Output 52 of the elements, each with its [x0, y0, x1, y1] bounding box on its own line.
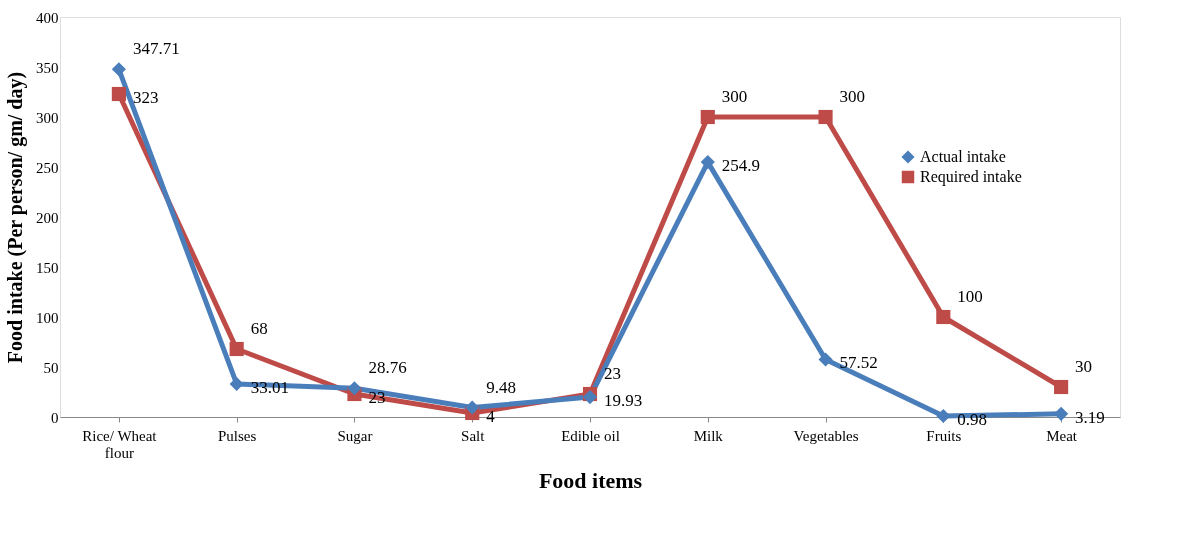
data-label: 9.48 [486, 377, 516, 397]
x-tick-label: Edible oil [561, 427, 620, 444]
data-label: 23 [604, 364, 621, 383]
point [1054, 379, 1069, 395]
point [111, 62, 126, 77]
data-label: 30 [1075, 357, 1093, 376]
point [229, 376, 244, 392]
point [818, 109, 833, 125]
point [700, 155, 715, 170]
data-label: 68 [250, 319, 268, 338]
point [111, 86, 126, 102]
legend-label: Actual intake [920, 148, 1006, 165]
point [229, 341, 244, 357]
data-label: 100 [957, 287, 983, 306]
point [700, 109, 715, 125]
data-label: 3.19 [1075, 407, 1105, 427]
y-tick-label: 300 [36, 109, 59, 126]
x-tick-label: Fruits [926, 427, 962, 444]
x-tick-label: Rice/ Wheat flour [82, 427, 158, 461]
point [936, 309, 951, 325]
point [818, 352, 833, 367]
legend-label: Required intake [920, 168, 1022, 186]
data-label: 347.71 [132, 39, 180, 59]
x-tick-label: Meat [1046, 427, 1078, 444]
x-tick-label: Vegetables [793, 427, 859, 444]
data-label: 300 [839, 87, 866, 106]
data-label: 19.93 [604, 391, 643, 411]
x-tick-label: Pulses [217, 427, 257, 444]
y-tick-label: 400 [36, 9, 59, 26]
y-tick-label: 250 [36, 159, 59, 176]
y-tick-label: 150 [36, 259, 59, 276]
data-label: 254.9 [721, 156, 761, 176]
x-tick-label: Salt [461, 427, 486, 444]
y-tick-label: 200 [36, 209, 59, 226]
data-label: 57.52 [839, 353, 878, 373]
y-tick-label: 50 [43, 359, 59, 376]
point [582, 390, 598, 405]
point [1054, 406, 1069, 421]
data-label: 323 [132, 88, 159, 107]
x-tick-label: Milk [693, 427, 724, 444]
data-label: 28.76 [368, 358, 407, 378]
y-axis-title: Food intake (Per person/ gm/ day) [4, 71, 27, 364]
y-tick-label: 100 [36, 309, 59, 326]
point [936, 408, 951, 424]
data-label: 4 [486, 407, 496, 426]
y-tick-label: 350 [36, 59, 59, 76]
y-tick-label: 0 [51, 409, 59, 426]
point [465, 400, 480, 415]
x-tick-label: Sugar [337, 427, 373, 444]
x-axis-title: Food items [538, 467, 643, 493]
data-label: 300 [721, 87, 748, 106]
point [347, 381, 362, 396]
